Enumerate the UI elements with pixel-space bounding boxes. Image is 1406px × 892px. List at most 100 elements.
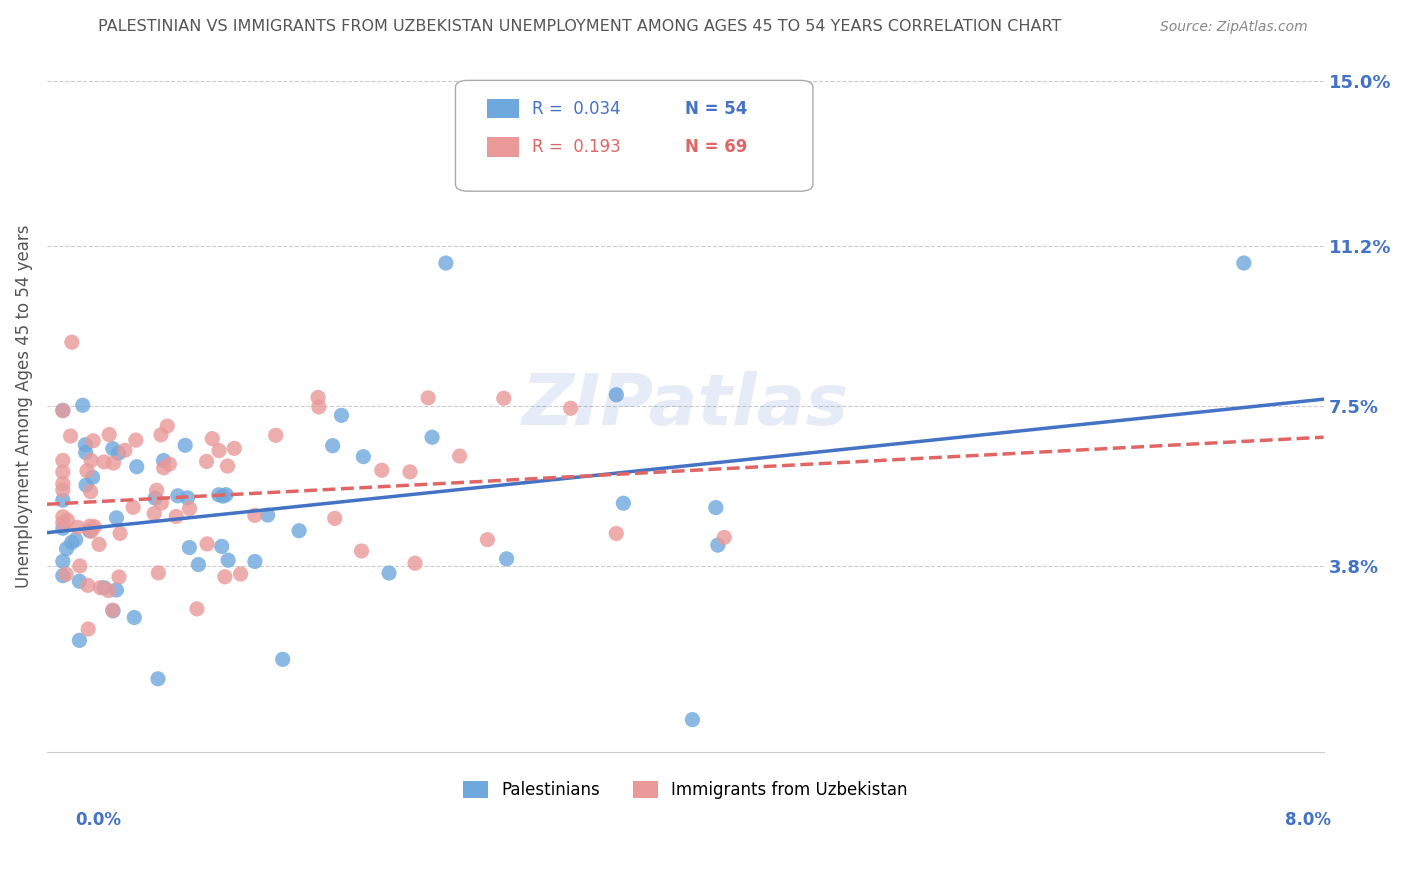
Point [52, 403, 75, 417]
Point [82, 434, 104, 448]
Point [56, 513, 79, 527]
Point [65, 533, 87, 547]
Point [125, 433, 148, 447]
Point [98, 427, 121, 442]
Point [52, 476, 75, 491]
Point [79, 524, 101, 538]
Point [69, 559, 91, 574]
Text: R =  0.034: R = 0.034 [531, 100, 620, 118]
Point [52, 568, 75, 582]
Point [243, 508, 266, 523]
Point [75, 445, 97, 459]
Point [174, 438, 197, 452]
Point [217, 459, 239, 474]
Point [560, 401, 582, 416]
Point [77, 578, 100, 592]
Point [80, 524, 103, 539]
Point [495, 551, 517, 566]
Point [256, 508, 278, 522]
Point [434, 256, 457, 270]
Text: PALESTINIAN VS IMMIGRANTS FROM UZBEKISTAN UNEMPLOYMENT AMONG AGES 45 TO 54 YEARS: PALESTINIAN VS IMMIGRANTS FROM UZBEKISTA… [98, 20, 1062, 34]
Point [152, 460, 174, 475]
Point [52, 516, 75, 530]
Point [114, 443, 136, 458]
Point [350, 544, 373, 558]
Point [101, 442, 124, 456]
Point [52, 483, 75, 497]
Point [229, 566, 252, 581]
Point [75, 478, 97, 492]
Point [612, 496, 634, 510]
Point [59, 429, 82, 443]
Point [330, 409, 353, 423]
Point [67, 633, 90, 648]
Text: ZIPatlas: ZIPatlas [522, 371, 849, 441]
Point [52, 453, 75, 467]
Point [77, 622, 100, 636]
Point [187, 558, 209, 572]
Point [211, 540, 233, 554]
Point [195, 454, 218, 468]
Point [145, 483, 167, 498]
Point [704, 500, 727, 515]
Point [82, 470, 104, 484]
Point [52, 465, 75, 479]
Point [143, 507, 166, 521]
Point [103, 456, 125, 470]
Point [66, 520, 89, 534]
Point [264, 428, 287, 442]
Point [156, 419, 179, 434]
Text: R =  0.193: R = 0.193 [531, 138, 621, 156]
Point [157, 457, 180, 471]
Point [212, 489, 235, 503]
Point [52, 521, 75, 535]
Point [217, 553, 239, 567]
Point [150, 496, 173, 510]
Point [399, 465, 422, 479]
Point [152, 453, 174, 467]
Point [149, 427, 172, 442]
Point [215, 488, 238, 502]
Point [55, 541, 77, 556]
Point [105, 582, 128, 597]
Legend: Palestinians, Immigrants from Uzbekistan: Palestinians, Immigrants from Uzbekistan [456, 774, 914, 806]
Point [105, 511, 128, 525]
Point [214, 570, 236, 584]
Point [93, 455, 115, 469]
Point [681, 713, 703, 727]
FancyBboxPatch shape [456, 80, 813, 191]
Point [108, 526, 131, 541]
Point [122, 500, 145, 515]
Text: Source: ZipAtlas.com: Source: ZipAtlas.com [1160, 21, 1308, 34]
Point [378, 566, 401, 580]
Point [75, 438, 97, 452]
Point [79, 484, 101, 499]
Point [52, 509, 75, 524]
Point [166, 489, 188, 503]
Point [208, 443, 231, 458]
Point [52, 554, 75, 568]
Point [148, 566, 170, 580]
Text: N = 69: N = 69 [685, 138, 748, 156]
Bar [488, 99, 519, 119]
Point [707, 538, 730, 552]
Point [186, 602, 208, 616]
Point [195, 537, 218, 551]
Point [52, 403, 75, 417]
Point [122, 610, 145, 624]
Point [208, 488, 231, 502]
Point [243, 554, 266, 568]
Point [89, 581, 111, 595]
Point [420, 430, 443, 444]
Point [107, 446, 129, 460]
Point [125, 459, 148, 474]
Point [288, 524, 311, 538]
Point [605, 388, 627, 402]
Point [307, 391, 329, 405]
Point [371, 463, 394, 477]
Point [179, 541, 201, 555]
Point [176, 491, 198, 505]
Point [101, 604, 124, 618]
Point [418, 391, 440, 405]
Point [83, 520, 105, 534]
